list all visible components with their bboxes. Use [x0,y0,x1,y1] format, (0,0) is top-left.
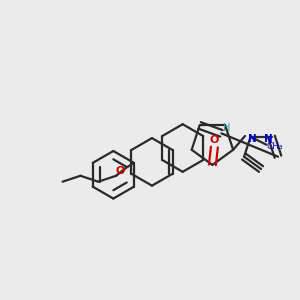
Text: H: H [223,123,230,134]
Text: O: O [210,135,219,145]
Text: N: N [264,134,273,144]
Text: CH₃: CH₃ [266,142,283,151]
Text: N: N [248,134,257,144]
Text: O: O [116,166,125,176]
